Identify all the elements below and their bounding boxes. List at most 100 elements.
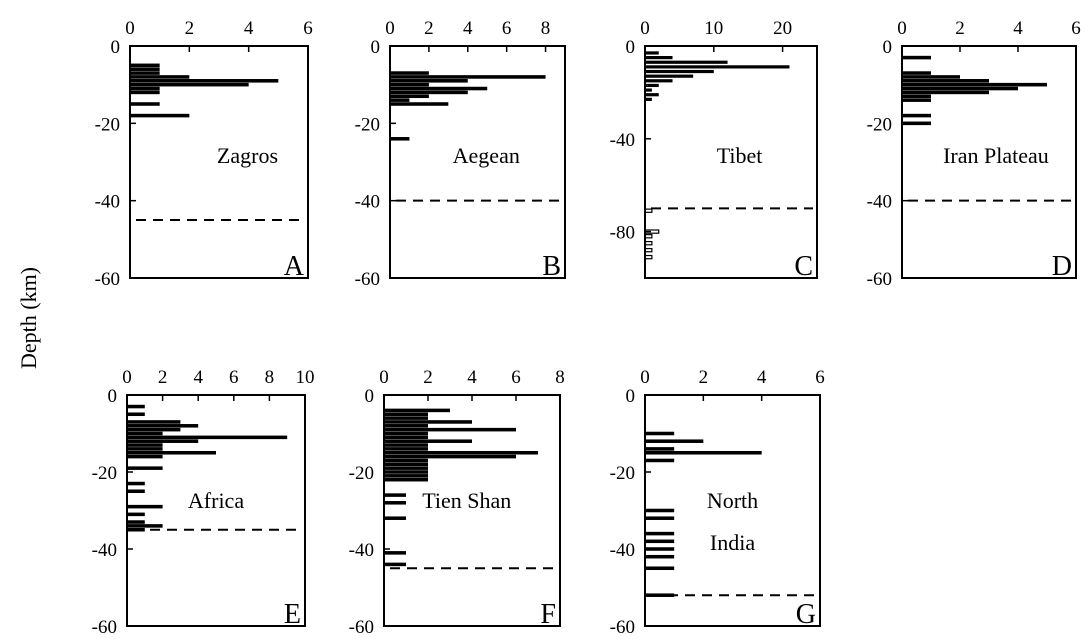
x-tick-label: 2 [424,18,434,39]
x-tick-label: 8 [265,367,275,388]
depth-axis-title: Depth (km) [16,267,41,369]
histogram-bar [390,90,468,95]
x-tick-label: 20 [773,18,792,39]
histogram-bar [384,551,406,555]
y-tick-label: 0 [371,37,381,58]
histogram-bar [384,424,428,428]
y-tick-label: -20 [95,114,120,135]
histogram-outline-bar [644,229,660,234]
histogram-bar [390,82,429,87]
histogram-bar [390,79,468,83]
y-tick-label: -40 [867,192,892,213]
x-tick-label: 0 [640,18,650,39]
histogram-bar [384,474,428,478]
histogram-bar [645,88,652,92]
histogram-bar [384,458,428,463]
histogram-bar [902,113,931,118]
x-tick-label: 2 [955,18,965,39]
histogram-bar [384,454,516,459]
x-tick-label: 6 [815,367,825,388]
histogram-bar [130,86,160,91]
y-tick-label: 0 [365,386,375,407]
histogram-bar [645,69,714,74]
histogram-bar [127,504,163,509]
histogram-bar [384,477,428,482]
panel-title: North [707,488,758,513]
histogram-bar [645,458,675,463]
histogram-bar [645,74,694,78]
histogram-bar [902,75,960,79]
histogram-bar [384,420,472,424]
x-tick-label: 6 [511,367,521,388]
x-tick-label: 8 [541,18,551,39]
histogram-outline-bar [644,234,653,239]
histogram-bar [127,412,145,417]
histogram-bar [384,466,428,470]
histogram-bar [390,86,488,91]
histogram-bar [127,443,163,447]
histogram-bar [645,566,675,571]
panel-letter: G [796,599,816,630]
histogram-bar [384,408,450,413]
histogram-bar [384,435,428,440]
histogram-bar [130,90,160,95]
histogram-panel: 0 2 4 6 0 -20 -40 -60 Zagros A [95,18,313,290]
y-tick-label: -20 [92,463,117,484]
histogram-bar [130,79,279,83]
y-tick-label: -60 [92,617,117,638]
plot-frame [901,45,1077,279]
histogram-outline-bar [644,247,653,253]
histogram-bar [902,86,1018,91]
histogram-outline-bar [644,241,653,246]
histogram-bar [127,481,145,486]
x-tick-label: 6 [229,367,239,388]
histogram-bar [645,51,659,55]
y-tick-label: -40 [92,540,117,561]
histogram-bar [384,443,428,447]
plot-frame [126,394,306,627]
histogram-panel: 0 2 4 6 8 0 -20 -40 -60 Aegean B [355,18,566,290]
histogram-bar [645,431,675,436]
panel-letter: B [542,251,561,282]
panel-title: India [710,530,755,555]
y-tick-label: 0 [626,386,636,407]
histogram-bar [127,404,145,409]
histogram-bar [645,447,675,451]
histogram-bar [384,450,538,455]
histogram-panel: 0 2 4 6 8 0 -20 -40 -60 Tien Shan F [349,367,565,638]
histogram-bar [645,97,652,101]
panel-title: Tibet [717,143,763,168]
x-tick-label: 4 [1013,18,1023,39]
histogram-panel: 0 2 4 6 0 -20 -40 -60 North India G [610,367,825,638]
panel-letter: F [540,599,556,630]
histogram-bar [130,113,190,118]
x-tick-label: 2 [185,18,195,39]
x-tick-label: 2 [423,367,433,388]
y-tick-label: -20 [349,463,374,484]
y-tick-label: 0 [108,386,118,407]
histogram-bar [390,71,429,75]
panel-letter: C [794,251,813,282]
x-tick-label: 6 [1071,18,1081,39]
x-tick-label: 4 [463,18,473,39]
histogram-bar [390,102,449,106]
histogram-bar [645,508,675,513]
histogram-bar [130,67,160,71]
histogram-bar [384,416,428,420]
x-tick-label: 10 [296,367,315,388]
histogram-bar [902,79,989,83]
histogram-bar [384,470,428,474]
histogram-bar [384,412,428,417]
histogram-bar [390,75,546,79]
histogram-panels: 0 2 4 6 0 -20 -40 -60 Zagros A 0 2 4 6 8 0 -20 -40 -60 Aege… [92,18,1081,638]
histogram-bar [384,447,428,451]
histogram-panel: 0 2 4 6 8 10 0 -20 -40 -60 Africa E [92,367,315,638]
panel-title: Zagros [217,143,278,168]
histogram-bar [130,63,160,68]
histogram-bar [127,512,145,517]
histogram-outline-bar [644,254,653,260]
histogram-bar [127,466,163,470]
plot-frame [389,45,566,279]
histogram-bar [127,520,145,524]
histogram-bar [384,493,406,497]
